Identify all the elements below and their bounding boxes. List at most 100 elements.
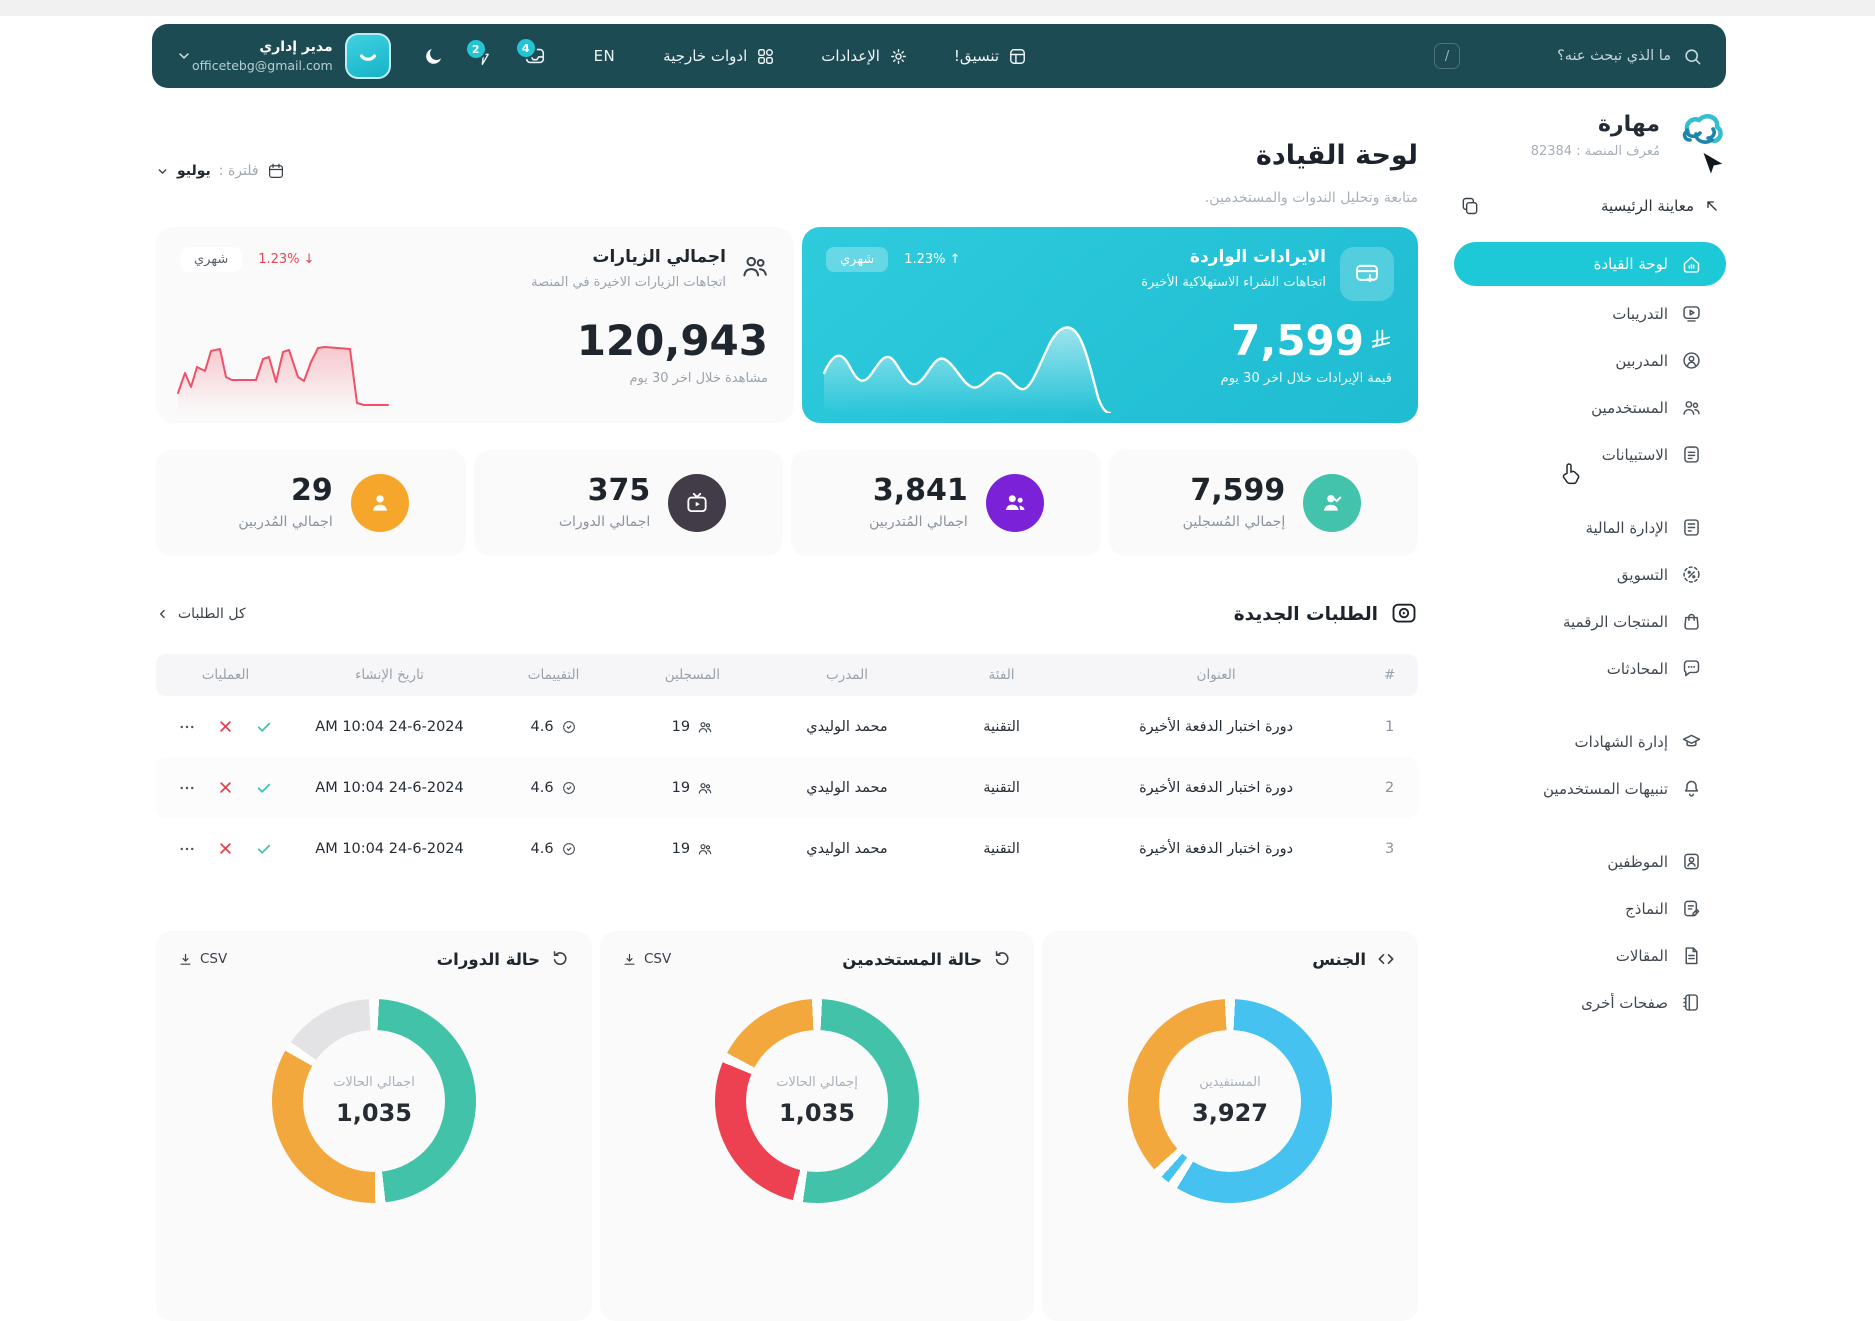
created-date: AM 10:04 24-6-2024 [315, 779, 464, 796]
sidebar-item-chats[interactable]: المحادثات [1454, 645, 1726, 692]
sidebar-item-trainers[interactable]: المدربين [1454, 337, 1726, 384]
visits-caption: مشاهدة خلال اخر 30 يوم [629, 371, 768, 387]
graduation-cap-icon [1681, 731, 1702, 752]
visitors-icon [740, 251, 770, 281]
more-actions-button[interactable] [178, 779, 196, 797]
sidebar-item-label: المدربين [1615, 351, 1668, 370]
donut-center-value: 1,035 [336, 1099, 412, 1128]
sidebar-item-user-alerts[interactable]: تنبيهات المستخدمين [1454, 765, 1726, 812]
trainer-icon [1681, 350, 1702, 371]
reject-button[interactable] [218, 841, 233, 856]
col-header: العنوان [1196, 667, 1236, 684]
chevron-left-icon [160, 610, 165, 619]
topbar: ما الذي تبحث عنه؟ / تنسيق! الإعدادات ادو… [152, 24, 1726, 88]
created-date: AM 10:04 24-6-2024 [315, 840, 464, 857]
table-row: 2 دورة اختبار الدفعة الأخيرة التقنية محم… [156, 757, 1418, 819]
copy-icon[interactable] [1460, 196, 1480, 216]
stat-label: اجمالي المُدربين [238, 514, 333, 531]
gender-chart-title-row: الجنس [1312, 949, 1396, 969]
donut-center-value: 3,927 [1192, 1099, 1268, 1128]
month-filter[interactable]: فلترة : يوليو [156, 162, 285, 180]
download-icon [180, 953, 191, 965]
visits-period-pill[interactable]: شهري [180, 247, 243, 273]
sidebar-item-trainings[interactable]: التدريبات [1454, 290, 1726, 337]
sidebar-item-certificates[interactable]: إدارة الشهادات [1454, 718, 1726, 765]
course-title: دورة اختبار الدفعة الأخيرة [1139, 840, 1294, 857]
requests-table: # العنوان الفئة المدرب المسجلين التقييما… [156, 654, 1418, 879]
user-menu[interactable]: مدير إداري officetebg@gmail.com [192, 33, 391, 79]
brand-name: مهارة [1597, 111, 1660, 137]
sidebar-item-dashboard[interactable]: لوحة القيادة [1454, 242, 1726, 286]
approve-button[interactable] [255, 718, 273, 736]
sidebar-item-digital-products[interactable]: المنتجات الرقمية [1454, 598, 1726, 645]
sidebar-item-other-pages[interactable]: صفحات أخرى [1454, 979, 1726, 1026]
external-tools-button[interactable]: ادوات خارجية [663, 47, 775, 66]
stat-registered: 7,599 إجمالي المُسجلين [1108, 450, 1418, 557]
download-icon [624, 953, 635, 965]
reject-button[interactable] [218, 719, 233, 734]
brand-text: مهارة مُعرف المنصة : 82384 [1531, 112, 1660, 159]
trainer-name: محمد الوليدي [806, 718, 888, 735]
courses-status-csv-button[interactable]: CSV [178, 951, 227, 967]
format-button[interactable]: تنسيق! [954, 47, 1027, 66]
trainer-name: محمد الوليدي [806, 779, 888, 796]
page-title: لوحة القيادة [1255, 140, 1418, 172]
browser-top-strip [0, 0, 1875, 16]
revenue-period-pill[interactable]: شهري [826, 247, 889, 273]
gender-icon [1378, 954, 1394, 965]
sidebar-item-staff[interactable]: الموظفين [1454, 838, 1726, 885]
sidebar-group-gap [1454, 812, 1726, 838]
sidebar-item-marketing[interactable]: التسويق [1454, 551, 1726, 598]
sidebar-item-forms[interactable]: النماذج [1454, 885, 1726, 932]
language-switcher[interactable]: EN [593, 47, 616, 65]
reject-button[interactable] [218, 780, 233, 795]
approve-button[interactable] [255, 840, 273, 858]
preview-home-link[interactable]: معاينة الرئيسية [1454, 196, 1726, 216]
new-requests-title-row: الطلبات الجديدة [1234, 600, 1418, 628]
article-icon [1681, 945, 1702, 966]
more-actions-button[interactable] [178, 840, 196, 858]
inbox-button[interactable]: 4 [514, 37, 546, 67]
requests-table-header: # العنوان الفئة المدرب المسجلين التقييما… [156, 654, 1418, 697]
rating-value: 4.6 [530, 779, 554, 796]
donut-center-label: اجمالي الحالات [333, 1075, 415, 1091]
new-requests-section: الطلبات الجديدة كل الطلبات # العنوان الف… [156, 600, 1418, 879]
visits-card-title: اجمالي الزيارات [592, 247, 726, 268]
stat-value: 3,841 [872, 473, 968, 509]
visits-card-subtitle: اتجاهات الزيارات الاخيرة في المنصة [531, 275, 726, 291]
sidebar-item-articles[interactable]: المقالات [1454, 932, 1726, 979]
sidebar-item-users[interactable]: المستخدمين [1454, 384, 1726, 431]
more-actions-button[interactable] [178, 718, 196, 736]
col-header: # [1383, 667, 1396, 684]
sidebar-item-label: إدارة الشهادات [1574, 732, 1668, 751]
page-subtitle: متابعة وتحليل الندوات والمستخدمين. [1204, 190, 1418, 207]
sidebar-item-surveys[interactable]: الاستبيانات [1454, 431, 1726, 478]
form-pencil-icon [1681, 898, 1702, 919]
sidebar-item-label: التسويق [1616, 565, 1668, 584]
enrolled-users-icon [698, 843, 712, 855]
revenue-card-titles: الايرادات الواردة اتجاهات الشراء الاستهل… [1141, 247, 1326, 290]
home-icon [1681, 254, 1702, 275]
dark-mode-toggle[interactable] [423, 46, 444, 67]
clipboard-icon [1681, 444, 1702, 465]
sidebar-item-label: المستخدمين [1591, 398, 1668, 417]
refresh-icon[interactable] [992, 949, 1012, 969]
csv-label: CSV [644, 951, 672, 968]
approve-button[interactable] [255, 779, 273, 797]
slash-shortcut-key: / [1434, 43, 1460, 69]
all-requests-link[interactable]: كل الطلبات [156, 606, 246, 622]
global-search[interactable]: ما الذي تبحث عنه؟ / [1434, 43, 1702, 69]
settings-button[interactable]: الإعدادات [821, 47, 908, 66]
saudi-riyal-icon [1371, 329, 1391, 348]
created-date: AM 10:04 24-6-2024 [315, 718, 464, 735]
refresh-icon[interactable] [550, 949, 570, 969]
charts-row: الجنس المستفيدين 3,927 حالة المستخدمين C… [156, 931, 1418, 1321]
course-title: دورة اختبار الدفعة الأخيرة [1139, 718, 1294, 735]
sidebar-item-finance[interactable]: الإدارة المالية [1454, 504, 1726, 551]
users-status-csv-button[interactable]: CSV [622, 951, 671, 967]
group-icon [985, 474, 1044, 533]
shortcuts-button[interactable]: 2 [464, 38, 494, 66]
user-email: officetebg@gmail.com [192, 58, 333, 73]
user-menu-chevron[interactable] [176, 48, 192, 64]
notebook-icon [1681, 992, 1702, 1013]
